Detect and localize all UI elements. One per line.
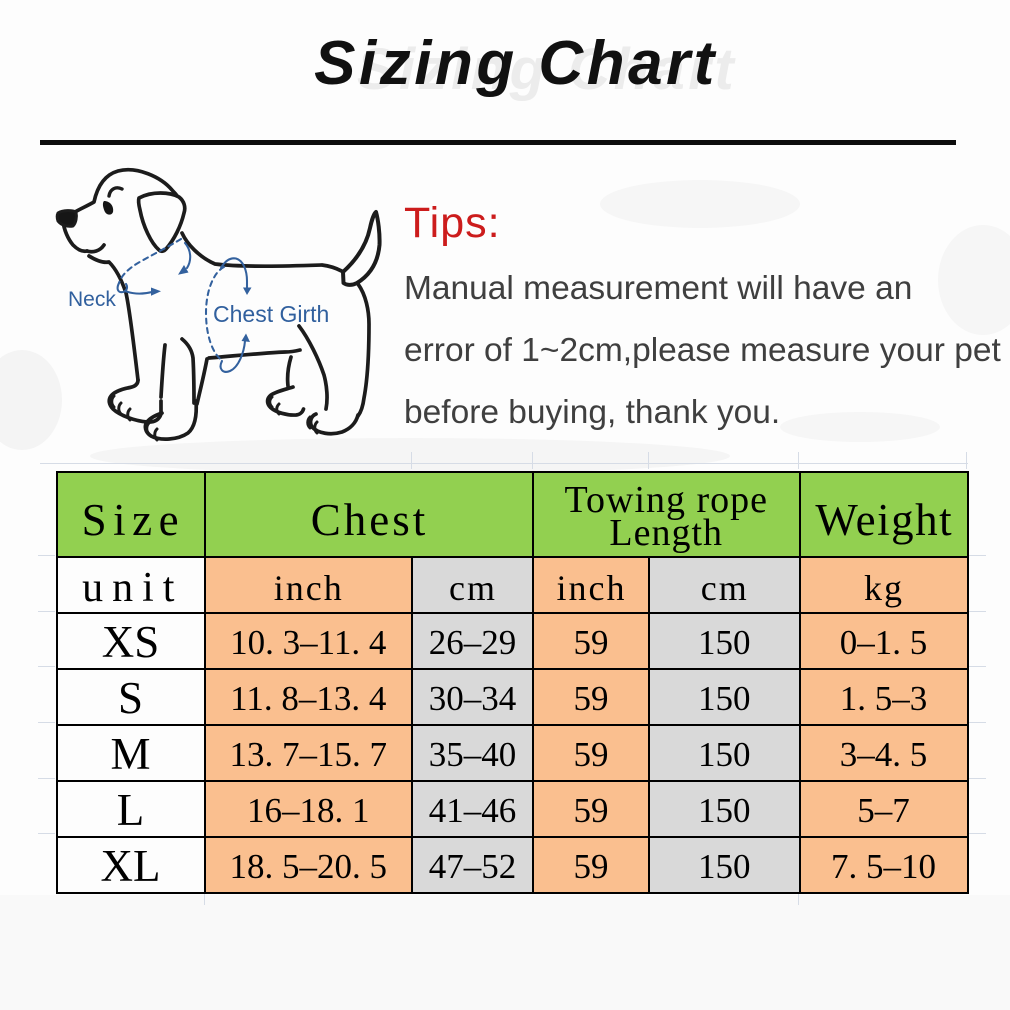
svg-text:Neck: Neck bbox=[68, 288, 116, 311]
svg-text:Chest Girth: Chest Girth bbox=[213, 301, 329, 327]
